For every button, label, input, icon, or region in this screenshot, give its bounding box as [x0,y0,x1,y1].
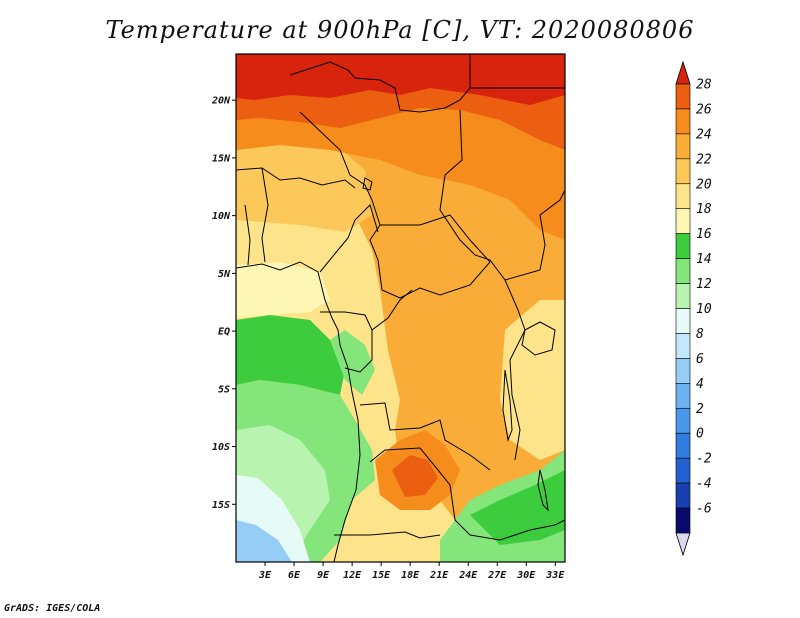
colorbar-label: 6 [696,352,704,367]
colorbar-label: 28 [696,78,712,93]
lon-tick-label: 15E [372,570,391,581]
field-zone-20-22-light [236,130,372,232]
border-zambia-mozambique [469,519,565,541]
colorbar-swatch [675,108,691,135]
colorbar-swatch [675,133,691,160]
lat-tick-label: 15S [212,500,230,511]
credit-text: GrADS: IGES/COLA [4,603,101,614]
lon-tick-label: 33E [545,570,565,581]
border-angola-south [334,531,441,539]
lon-tick-label: 21E [429,570,449,581]
latitude-axis: 20N 15N 10N 5N EQ 5S 10S 15S [211,96,236,511]
colorbar-swatch [675,333,691,359]
colorbar-label: -4 [696,477,712,492]
colorbar-label: 8 [696,327,704,342]
lon-tick-label: 12E [343,570,362,581]
lon-tick-label: 3E [258,570,272,581]
border-drc-south [359,402,491,471]
country-borders [236,54,565,562]
colorbar-swatch [675,283,691,309]
longitude-axis: 3E 6E 9E 12E 15E 18E 21E 24E 27E 30E 33E [258,562,565,581]
lake-tanganyika [502,369,513,442]
field-zone-west-yellow [236,262,330,318]
border-angola-zambia [369,447,471,536]
colorbar-label: 0 [696,427,704,442]
colorbar-swatch [675,208,691,234]
field-zone-26-28 [236,54,565,105]
colorbar-label: 16 [696,227,712,242]
colorbar-swatch [675,432,691,459]
field-zone-coast-green [330,330,375,395]
border-chad [299,111,383,291]
lon-tick-label: 30E [516,570,536,581]
lat-tick-label: 20N [211,96,231,107]
border-north-1 [289,54,471,113]
border-east-africa [504,189,565,281]
border-congo [371,289,413,331]
colorbar-swatch [675,383,691,409]
colorbar-label: 12 [696,277,712,292]
lon-tick-label: 6E [288,570,301,581]
colorbar-swatch [675,233,691,259]
lat-tick-label: EQ [218,327,230,338]
colorbar-swatch [675,457,691,484]
temperature-field [236,54,565,562]
colorbar-label: 14 [696,252,712,267]
border-car [380,214,491,299]
lat-tick-label: 10N [212,211,231,222]
colorbar-swatch [675,407,691,434]
colorbar-label: 26 [696,102,712,117]
colorbar-label: -6 [696,502,712,517]
colorbar-label: 18 [696,202,712,217]
colorbar-swatch [675,183,691,210]
colorbar-swatch [675,507,691,534]
field-zone-south-hotter [392,455,438,497]
map-frame [235,53,566,563]
lon-tick-label: 18E [401,570,420,581]
colorbar-swatch [675,482,691,509]
lat-tick-label: 15N [212,153,231,164]
colorbar-swatch [675,83,691,110]
colorbar-label: 2 [696,402,704,417]
field-zone-14-16 [236,315,345,395]
border-cameroon [319,204,379,273]
lake-malawi [537,469,549,512]
coastline-west [236,261,361,562]
border-west-inner [261,167,269,263]
map-title: Temperature at 900hPa [C], VT: 202008080… [105,16,695,44]
lon-tick-label: 24E [458,570,478,581]
colorbar-label: 22 [696,152,712,167]
colorbar-swatch [675,358,691,384]
field-zone-east-yellow [500,300,565,460]
lat-tick-label: 5N [218,269,231,280]
lake-victoria [521,321,556,356]
lake-chad [362,177,373,191]
border-drc-east [504,279,526,461]
colorbar-swatch [675,258,691,284]
colorbar-label: 10 [696,302,712,317]
colorbar-label: 20 [696,177,712,192]
border-benin [244,204,251,266]
colorbar-top-triangle [675,60,691,85]
lon-tick-label: 9E [317,570,330,581]
colorbar-label: -2 [696,452,712,467]
colorbar-label: 24 [696,127,712,142]
field-zone-6-8 [236,520,292,562]
colorbar-label: 4 [696,377,704,392]
field-zone-se-green-dark [470,470,565,545]
colorbar-swatch [675,308,691,334]
lon-tick-label: 27E [487,570,507,581]
lat-tick-label: 5S [218,384,230,395]
colorbar-bottom-triangle [675,532,691,557]
lat-tick-label: 10S [212,442,230,453]
colorbar-swatch [675,158,691,185]
